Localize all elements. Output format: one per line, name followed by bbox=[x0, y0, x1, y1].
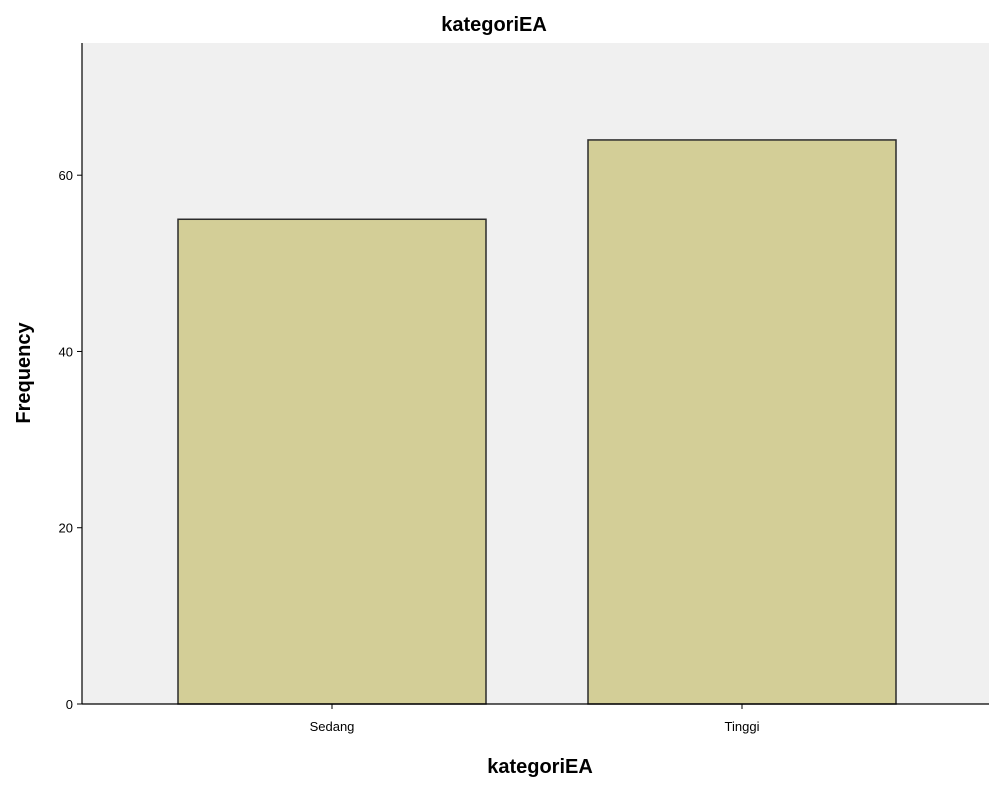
bar-tinggi bbox=[587, 139, 897, 705]
y-tick-label: 0 bbox=[66, 697, 73, 712]
x-tick-label: Sedang bbox=[310, 719, 355, 734]
x-tick-label: Tinggi bbox=[725, 719, 760, 734]
y-ticks-group: 0 20 40 60 bbox=[59, 168, 82, 712]
x-ticks-group: Sedang Tinggi bbox=[310, 704, 760, 734]
y-tick-label: 40 bbox=[59, 344, 73, 359]
bars-group bbox=[177, 139, 897, 705]
y-axis-label: Frequency bbox=[13, 322, 35, 424]
chart-title: kategoriEA bbox=[441, 14, 547, 36]
y-tick-label: 60 bbox=[59, 168, 73, 183]
x-axis-label: kategoriEA bbox=[487, 756, 593, 778]
y-tick-label: 20 bbox=[59, 521, 73, 536]
bar-sedang bbox=[177, 218, 487, 705]
